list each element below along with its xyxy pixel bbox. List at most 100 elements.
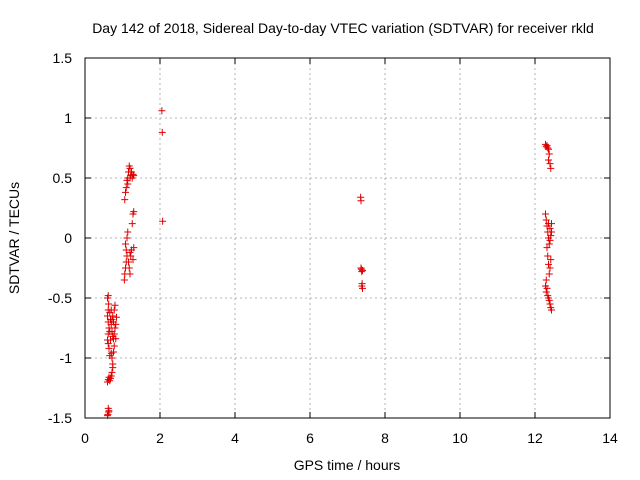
y-tick-label: 1: [64, 110, 72, 126]
data-point: [547, 256, 555, 264]
data-point: [126, 164, 134, 172]
data-point: [105, 300, 113, 308]
y-axis-label: SDTVAR / TECUs: [6, 182, 22, 294]
data-point: [112, 335, 120, 343]
data-point: [545, 270, 553, 278]
y-tick-label: 0: [64, 230, 72, 246]
chart-title: Day 142 of 2018, Sidereal Day-to-day VTE…: [92, 20, 594, 36]
x-tick-label: 4: [231, 430, 239, 446]
data-point: [122, 184, 130, 192]
data-point: [126, 248, 134, 256]
data-point: [125, 258, 132, 266]
y-tick-label: 1.5: [53, 50, 73, 66]
data-point: [122, 240, 129, 248]
x-tick-label: 10: [452, 430, 468, 446]
x-tick-label: 12: [527, 430, 543, 446]
data-point: [124, 228, 132, 236]
data-point: [108, 368, 116, 376]
data-point: [110, 342, 118, 350]
data-point: [110, 330, 118, 338]
data-points: [104, 107, 555, 420]
y-tick-label: -1.5: [48, 410, 72, 426]
data-point: [547, 232, 555, 240]
data-point: [542, 210, 549, 218]
data-point: [130, 244, 138, 252]
data-point: [112, 320, 120, 328]
x-tick-label: 0: [81, 430, 89, 446]
y-tick-label: -0.5: [48, 290, 72, 306]
data-point: [546, 224, 554, 232]
x-tick-label: 2: [156, 430, 164, 446]
data-point: [548, 228, 555, 236]
data-point: [128, 220, 136, 228]
x-tick-label: 14: [602, 430, 618, 446]
data-point: [542, 216, 550, 224]
plot-area-border: [84, 57, 611, 419]
data-point: [109, 312, 117, 320]
data-point: [126, 174, 134, 182]
data-point: [122, 188, 129, 196]
data-point: [357, 197, 365, 205]
data-point: [123, 234, 131, 242]
x-axis-label: GPS time / hours: [294, 457, 401, 473]
tick-label-layer: 0 2 4 6 8 10 12 14 -1.5 -1 -0.5 0 0.5 1 1.5: [48, 50, 618, 446]
data-point: [546, 300, 554, 308]
data-point: [107, 372, 115, 380]
data-point: [106, 352, 114, 360]
data-point: [130, 208, 138, 216]
y-tick-label: 0.5: [53, 170, 73, 186]
x-tick-label: 6: [306, 430, 314, 446]
data-point: [544, 252, 552, 260]
data-point: [545, 156, 552, 164]
data-point: [113, 313, 120, 321]
data-point: [358, 282, 366, 290]
data-point: [542, 288, 550, 296]
data-point: [125, 264, 133, 272]
data-point: [542, 282, 549, 290]
data-point: [124, 180, 132, 188]
data-point: [130, 172, 138, 180]
data-point: [543, 244, 551, 252]
data-point: [129, 256, 137, 264]
data-point: [158, 128, 166, 136]
data-point: [104, 340, 112, 348]
data-point: [110, 348, 117, 356]
data-point: [544, 144, 552, 152]
data-point: [104, 292, 112, 300]
data-point: [158, 107, 166, 115]
data-point: [105, 344, 113, 352]
data-point: [121, 196, 129, 204]
data-point: [546, 160, 554, 168]
data-point: [357, 264, 365, 272]
grid-layer: [85, 58, 610, 418]
data-point: [545, 240, 553, 248]
data-point: [105, 407, 113, 415]
data-point: [106, 328, 114, 336]
data-point: [546, 264, 554, 272]
data-point: [547, 164, 555, 172]
data-point: [548, 306, 555, 314]
data-point: [109, 360, 117, 368]
data-point: [126, 270, 134, 278]
data-point: [546, 236, 554, 244]
x-tick-label: 8: [381, 430, 389, 446]
data-point: [111, 301, 119, 309]
data-point: [108, 316, 116, 324]
y-tick-label: -1: [60, 350, 73, 366]
data-point: [120, 276, 128, 284]
data-point: [159, 217, 167, 225]
data-point: [542, 276, 550, 284]
data-point: [545, 150, 553, 158]
data-point: [545, 296, 553, 304]
data-point: [545, 260, 552, 268]
data-point: [105, 324, 113, 332]
data-point: [545, 145, 552, 153]
data-point: [129, 170, 137, 178]
data-point: [107, 336, 114, 344]
data-point: [107, 306, 115, 314]
data-point: [358, 268, 366, 276]
data-point: [111, 324, 119, 332]
data-point: [545, 220, 552, 228]
data-point: [127, 252, 135, 260]
